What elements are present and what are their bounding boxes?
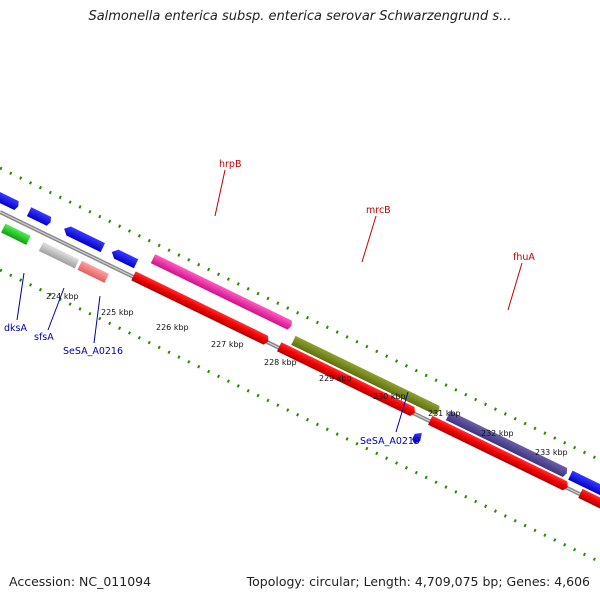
gene-red-c[interactable] bbox=[428, 415, 570, 492]
sfsa-callout bbox=[47, 287, 65, 331]
gene-red-b[interactable] bbox=[276, 342, 417, 417]
scale-tick-label: 229 kbp bbox=[319, 374, 352, 383]
gene-hrpb[interactable] bbox=[150, 254, 294, 330]
gene-blue-c[interactable] bbox=[62, 224, 105, 253]
gene-label-sfsa[interactable]: sfsA bbox=[34, 332, 54, 343]
scale-tick-label: 228 kbp bbox=[264, 358, 297, 367]
gene-dksa[interactable] bbox=[1, 223, 31, 245]
scale-tick-label: 231 kbp bbox=[428, 409, 461, 418]
gene-sfsa[interactable] bbox=[38, 241, 80, 269]
gene-label-mrcb[interactable]: mrcB bbox=[366, 205, 391, 216]
gene-sesa-a0219[interactable] bbox=[411, 430, 424, 445]
dksa-callout bbox=[16, 272, 25, 321]
accession-text: Accession: NC_011094 bbox=[9, 574, 152, 589]
scale-tick-label: 226 kbp bbox=[156, 323, 189, 332]
mrcb-callout bbox=[361, 215, 377, 263]
sesa-a0216-callout bbox=[93, 295, 101, 344]
scale-tick-label: 232 kbp bbox=[481, 429, 514, 438]
map-title: Salmonella enterica subsp. enterica sero… bbox=[88, 9, 512, 24]
genome-summary-text: Topology: circular; Length: 4,709,075 bp… bbox=[246, 574, 590, 589]
scale-tick-label: 230 kbp bbox=[373, 392, 406, 401]
gene-label-dksa[interactable]: dksA bbox=[4, 323, 27, 334]
scale-tick-label: 224 kbp bbox=[46, 292, 79, 301]
gene-red-d[interactable] bbox=[578, 488, 600, 531]
gene-blue-e[interactable] bbox=[568, 470, 600, 512]
gene-mrcb[interactable] bbox=[291, 335, 441, 416]
scale-tick-label: 225 kbp bbox=[101, 308, 134, 317]
gene-sesa-a0216[interactable] bbox=[77, 260, 109, 283]
fhua-callout bbox=[507, 262, 523, 311]
gene-fhua[interactable] bbox=[445, 411, 569, 478]
outer-tick-track bbox=[0, 166, 600, 462]
gene-label-fhua[interactable]: fhuA bbox=[513, 252, 535, 263]
scale-tick-label: 233 kbp bbox=[535, 448, 568, 457]
gene-label-hrpb[interactable]: hrpB bbox=[219, 159, 241, 170]
inner-tick-track bbox=[0, 268, 600, 564]
gene-label-sesa-a0219[interactable]: SeSA_A0219 bbox=[360, 436, 420, 447]
hrpb-callout bbox=[214, 169, 226, 217]
scale-tick-label: 227 kbp bbox=[211, 340, 244, 349]
gene-blue-b[interactable] bbox=[26, 207, 53, 226]
gene-red-a[interactable] bbox=[131, 271, 270, 346]
gene-blue-a[interactable] bbox=[0, 187, 20, 211]
gene-blue-d[interactable] bbox=[110, 247, 139, 269]
sesa-a0219-callout bbox=[395, 391, 409, 433]
gene-label-sesa-a0216[interactable]: SeSA_A0216 bbox=[63, 346, 123, 357]
